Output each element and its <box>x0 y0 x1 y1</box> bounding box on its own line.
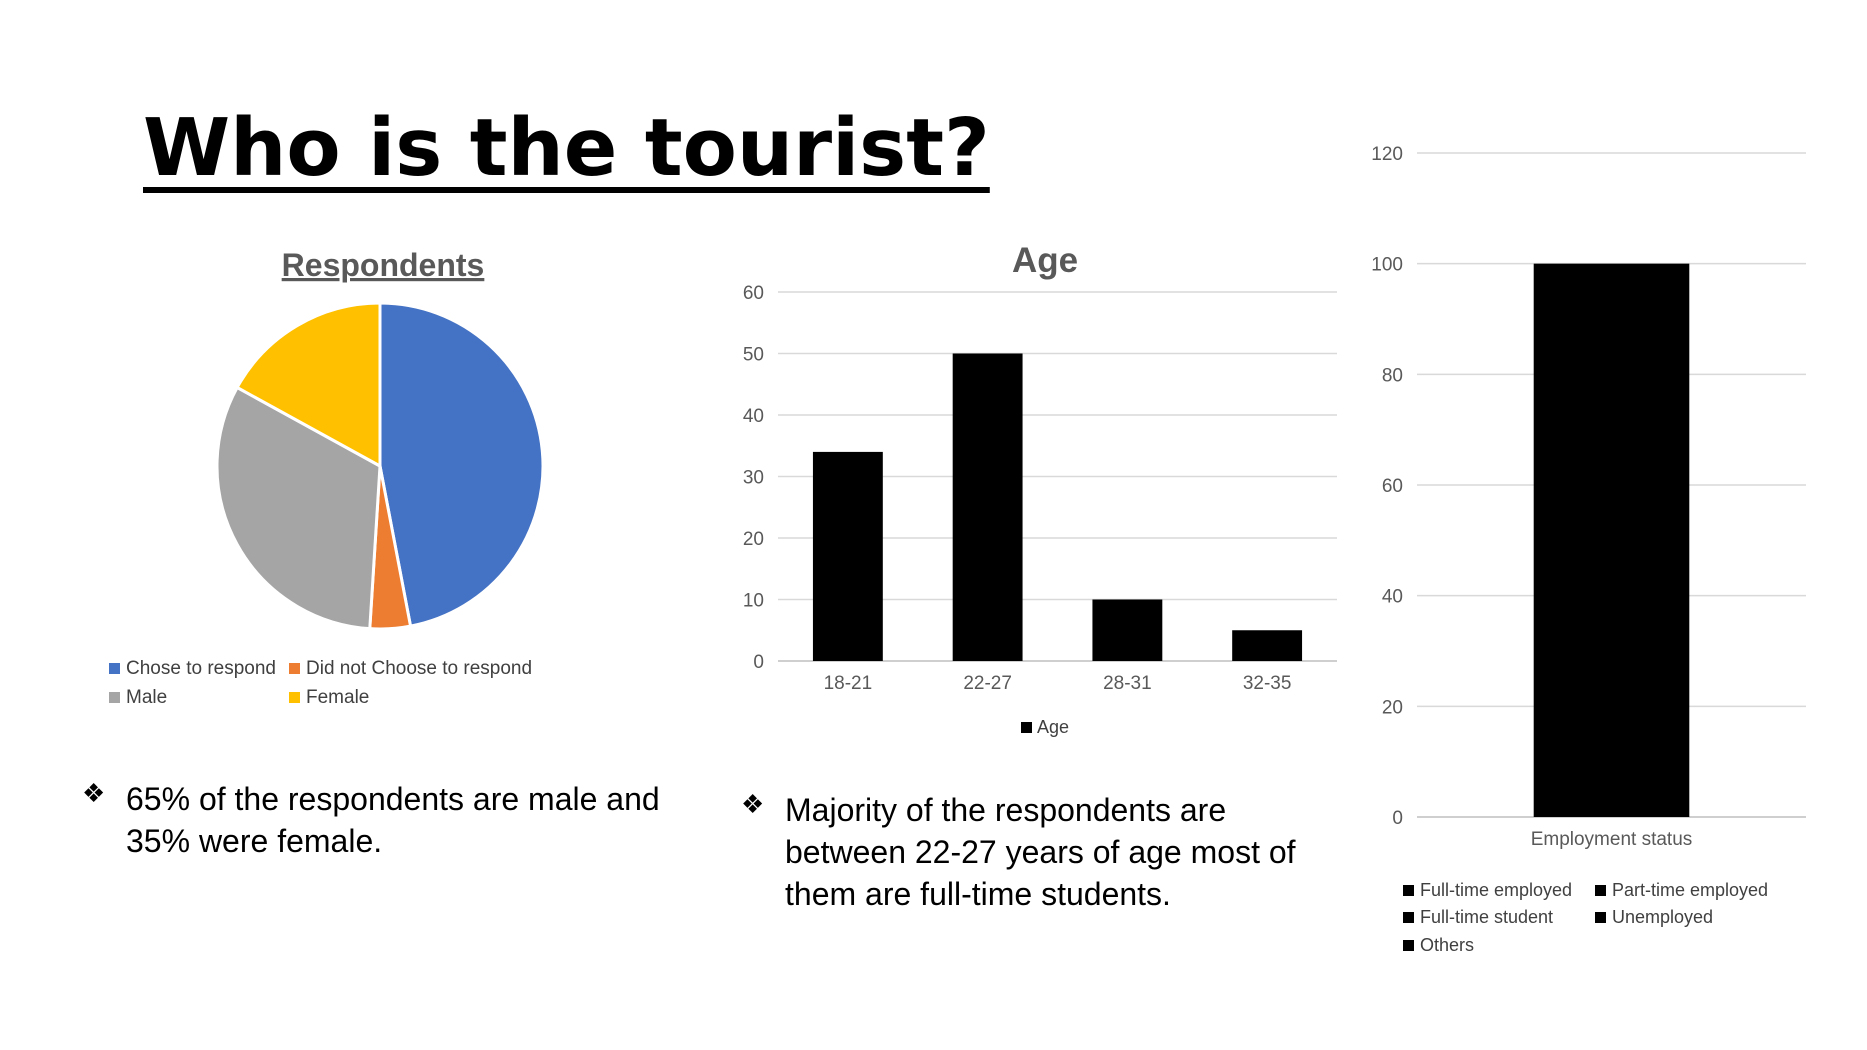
legend-swatch <box>109 663 120 674</box>
legend-label: Unemployed <box>1612 907 1713 927</box>
pie-slice <box>378 301 545 628</box>
y-tick-label: 30 <box>743 468 764 489</box>
y-tick-label: 0 <box>753 652 764 673</box>
y-tick-label: 80 <box>1382 365 1403 386</box>
legend-label: Female <box>306 687 369 708</box>
legend-swatch <box>1595 885 1606 896</box>
slide-title: Who is the tourist? <box>143 102 990 194</box>
y-tick-label: 20 <box>1382 697 1403 718</box>
bullet-gender: ❖ 65% of the respondents are male and 35… <box>82 778 682 862</box>
x-tick-label: 28-31 <box>1103 673 1152 694</box>
legend-swatch <box>289 692 300 703</box>
x-tick-label: 22-27 <box>963 673 1012 694</box>
legend-swatch <box>289 663 300 674</box>
pie-slice <box>235 301 382 469</box>
x-tick-label: 32-35 <box>1243 673 1292 694</box>
y-tick-label: 120 <box>1371 144 1403 165</box>
y-tick-label: 100 <box>1371 255 1403 276</box>
y-tick-label: 10 <box>743 591 764 612</box>
legend-label: Age <box>1037 717 1069 737</box>
y-tick-label: 50 <box>743 345 764 366</box>
bullet-gender-text: 65% of the respondents are male and 35% … <box>126 781 660 859</box>
y-tick-label: 60 <box>743 283 764 304</box>
legend-label: Others <box>1420 935 1474 955</box>
y-tick-label: 40 <box>1382 587 1403 608</box>
bar <box>952 353 1023 661</box>
legend-label: Full-time employed <box>1420 880 1572 900</box>
legend-swatch <box>1595 912 1606 923</box>
age-title: Age <box>1012 241 1078 280</box>
bullet-age: ❖ Majority of the respondents are betwee… <box>741 789 1321 915</box>
bar <box>1533 263 1690 818</box>
y-tick-label: 40 <box>743 406 764 427</box>
bar <box>1232 630 1303 661</box>
legend-swatch <box>1403 885 1414 896</box>
bullet-age-text: Majority of the respondents are between … <box>785 792 1296 912</box>
legend-swatch <box>1021 722 1032 733</box>
pie-title: Respondents <box>282 247 485 283</box>
x-tick-label: Employment status <box>1531 829 1693 850</box>
diamond-bullet-icon: ❖ <box>741 789 765 819</box>
legend-swatch <box>109 692 120 703</box>
y-tick-label: 60 <box>1382 476 1403 497</box>
diamond-bullet-icon: ❖ <box>82 778 106 808</box>
bar <box>812 451 883 661</box>
bar <box>1092 599 1163 661</box>
pie-slice <box>215 385 382 631</box>
legend-label: Chose to respond <box>126 658 276 679</box>
legend-swatch <box>1403 940 1414 951</box>
y-tick-label: 0 <box>1392 808 1403 829</box>
legend-label: Male <box>126 687 167 708</box>
y-tick-label: 20 <box>743 529 764 550</box>
legend-label: Part-time employed <box>1612 880 1768 900</box>
x-tick-label: 18-21 <box>824 673 873 694</box>
legend-label: Full-time student <box>1420 907 1553 927</box>
legend-swatch <box>1403 912 1414 923</box>
legend-label: Did not Choose to respond <box>306 658 532 679</box>
